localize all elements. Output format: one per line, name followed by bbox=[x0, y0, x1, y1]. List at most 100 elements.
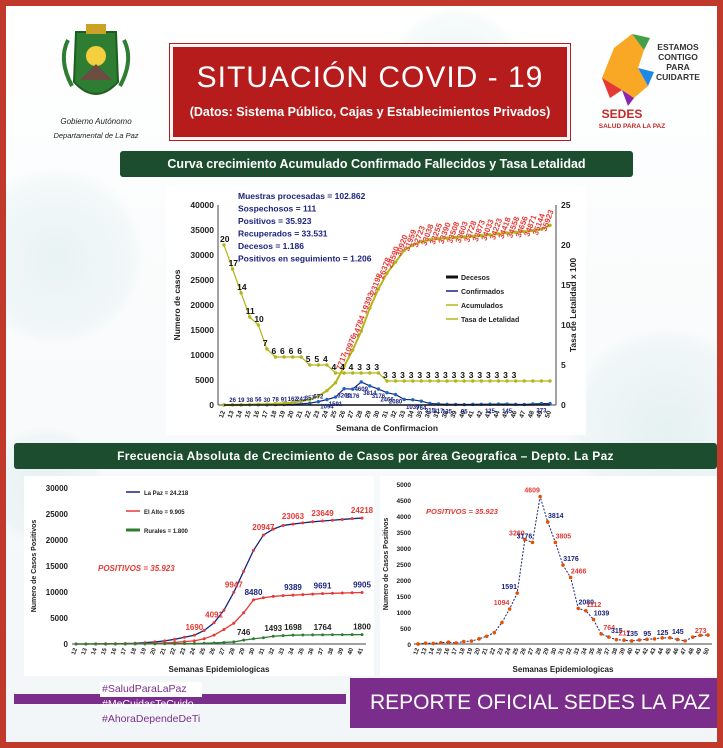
data-label-confirmados: 273 bbox=[536, 409, 547, 415]
y-tick-label: 15000 bbox=[190, 325, 214, 335]
x-tick-label: 34 bbox=[288, 647, 296, 656]
data-label: 764 bbox=[603, 625, 615, 632]
x-tick-label: 15 bbox=[436, 647, 444, 656]
data-point bbox=[359, 371, 363, 375]
data-point bbox=[513, 379, 518, 383]
data-point bbox=[445, 236, 449, 240]
x-tick-label: 49 bbox=[535, 410, 544, 420]
x-tick-label: 42 bbox=[642, 647, 650, 656]
y-tick-label: 30000 bbox=[190, 250, 214, 260]
y-tick-label: 5000 bbox=[50, 614, 68, 623]
x-tick-label: 32 bbox=[268, 647, 276, 656]
x-tick-label: 13 bbox=[227, 410, 236, 420]
data-point bbox=[192, 633, 196, 637]
x-tick-label: 31 bbox=[558, 647, 566, 656]
y-tick-label: 2000 bbox=[397, 578, 412, 585]
data-point bbox=[416, 642, 420, 646]
data-point bbox=[576, 606, 581, 611]
data-label-tasa: 4 bbox=[332, 362, 337, 372]
data-point bbox=[637, 638, 642, 642]
logo-slogan-3: PARA bbox=[666, 62, 689, 72]
data-point bbox=[316, 363, 321, 367]
data-point bbox=[368, 384, 372, 388]
data-point bbox=[265, 347, 269, 351]
data-point bbox=[522, 230, 526, 234]
data-label: 9389 bbox=[284, 583, 302, 592]
x-tick-label: 33 bbox=[278, 647, 286, 656]
x-tick-label: 32 bbox=[390, 410, 399, 420]
data-point bbox=[548, 379, 552, 383]
x-tick-label: 30 bbox=[249, 647, 257, 656]
x-tick-label: 14 bbox=[91, 647, 99, 656]
data-label-confirmados: 78 bbox=[272, 398, 279, 404]
stat-line: Recuperados = 33.531 bbox=[238, 229, 328, 239]
footer-banner: REPORTE OFICIAL SEDES LA PAZ bbox=[350, 678, 717, 728]
data-point bbox=[330, 518, 334, 522]
data-point bbox=[488, 233, 492, 237]
data-point bbox=[308, 363, 312, 367]
data-label-confirmados: 3814 bbox=[363, 391, 377, 397]
data-point bbox=[531, 379, 535, 383]
data-point bbox=[242, 569, 246, 573]
x-tick-label: 27 bbox=[347, 410, 356, 420]
y-tick-label: 40000 bbox=[190, 200, 214, 210]
data-label: 1690 bbox=[185, 623, 203, 632]
data-label-confirmados: 315 bbox=[425, 408, 436, 414]
data-label: 1094 bbox=[494, 600, 510, 607]
x-tick-label: 37 bbox=[318, 647, 326, 656]
x-tick-label: 20 bbox=[150, 647, 158, 656]
sedes-logo: ESTAMOS CONTIGO PARA CUIDARTE SEDES SALU… bbox=[599, 34, 700, 130]
y2-tick-label: 10 bbox=[561, 320, 571, 330]
y-tick-label: 0 bbox=[209, 400, 214, 410]
data-point bbox=[281, 523, 285, 527]
x-tick-label: 26 bbox=[209, 647, 217, 656]
y-tick-label: 30000 bbox=[46, 484, 69, 493]
data-point bbox=[360, 590, 364, 594]
x-tick-label: 21 bbox=[295, 410, 304, 420]
x-tick-label: 30 bbox=[550, 647, 558, 656]
data-label-tasa: 4 bbox=[340, 362, 345, 372]
section-banner-cumulative: Curva crecimiento Acumulado Confirmado F… bbox=[120, 151, 633, 177]
data-point bbox=[436, 237, 441, 241]
data-point bbox=[376, 371, 381, 375]
data-point bbox=[261, 533, 265, 537]
data-point bbox=[230, 267, 235, 271]
data-point bbox=[212, 621, 216, 625]
x-tick-label: 39 bbox=[619, 647, 627, 656]
data-point bbox=[660, 636, 665, 640]
x-tick-label: 39 bbox=[337, 647, 345, 656]
data-point bbox=[515, 591, 520, 595]
x-tick-label: 29 bbox=[364, 410, 373, 420]
y-tick-label: 2500 bbox=[397, 562, 412, 569]
data-label-tasa: 7 bbox=[263, 338, 268, 348]
data-point bbox=[668, 635, 672, 640]
data-point bbox=[248, 315, 252, 319]
data-label: 125 bbox=[657, 630, 669, 637]
data-point bbox=[561, 563, 565, 567]
data-point bbox=[330, 633, 334, 637]
data-point bbox=[192, 641, 196, 645]
data-point bbox=[376, 387, 381, 391]
data-point bbox=[453, 379, 458, 383]
data-label-confirmados: 38 bbox=[246, 398, 253, 404]
data-point bbox=[242, 638, 246, 642]
data-point bbox=[446, 640, 451, 645]
logo-brand-sub: SALUD PARA LA PAZ bbox=[599, 123, 665, 130]
x-tick-label: 36 bbox=[308, 647, 316, 656]
data-label-tasa: 3 bbox=[443, 370, 448, 380]
x-tick-label: 26 bbox=[338, 410, 347, 420]
logo-slogan-4: CUIDARTE bbox=[656, 72, 700, 82]
x-tick-label: 33 bbox=[573, 647, 581, 656]
x-tick-label: 16 bbox=[111, 647, 119, 656]
data-point bbox=[629, 639, 634, 643]
data-label: 2080 bbox=[578, 599, 594, 606]
data-point bbox=[333, 371, 338, 375]
page-title: SITUACIÓN COVID - 19 bbox=[196, 61, 544, 94]
data-label: 23649 bbox=[311, 509, 334, 518]
x-tick-label: 20 bbox=[287, 410, 296, 420]
y-tick-label: 4000 bbox=[397, 514, 412, 521]
x-tick-label: 32 bbox=[566, 647, 574, 656]
data-point bbox=[282, 355, 286, 359]
y-tick-label: 20000 bbox=[190, 300, 214, 310]
data-point bbox=[94, 642, 98, 646]
